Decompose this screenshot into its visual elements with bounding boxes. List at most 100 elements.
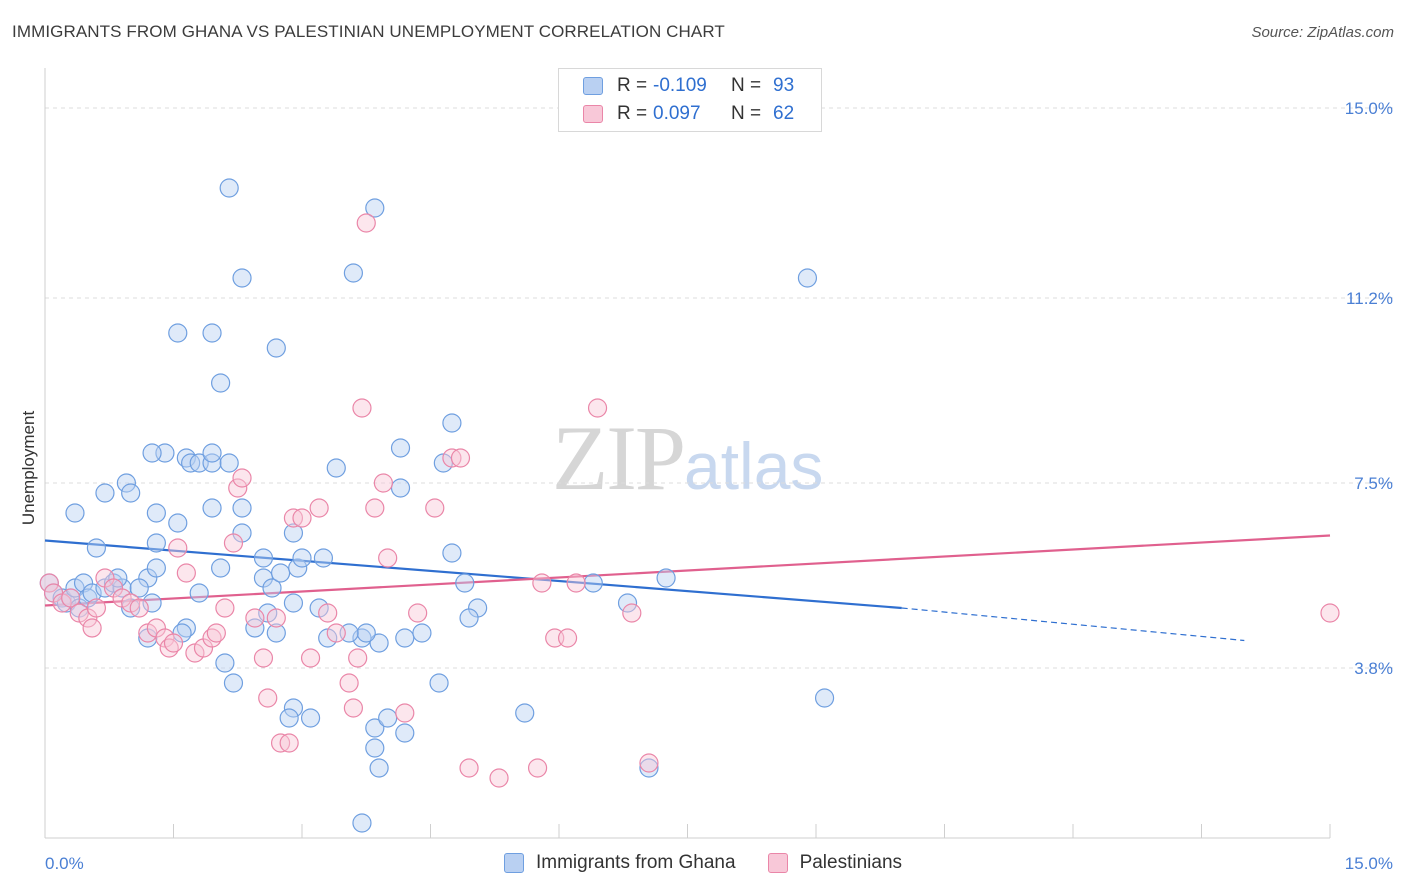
legend-label-palestinians: Palestinians [799, 852, 903, 873]
watermark-atlas: atlas [684, 429, 824, 503]
legend-item-ghana[interactable]: Immigrants from Ghana [503, 852, 736, 874]
point-ghana [232, 268, 252, 288]
point-palestinians [82, 618, 102, 638]
correlation-legend: R = -0.109 N = 93 R = 0.097 N = 62 [558, 68, 822, 132]
legend-swatch-blue [583, 77, 603, 95]
point-ghana [211, 558, 231, 578]
point-ghana [390, 438, 411, 458]
point-palestinians [39, 573, 59, 593]
point-palestinians [258, 688, 278, 708]
point-ghana [283, 523, 304, 543]
point-ghana [270, 563, 291, 583]
point-ghana [352, 813, 372, 833]
point-palestinians [292, 508, 312, 528]
point-palestinians [168, 538, 188, 558]
point-ghana [283, 593, 304, 613]
legend-r-label: R = [617, 103, 648, 124]
point-ghana [253, 548, 274, 568]
point-ghana [245, 618, 265, 638]
legend-label-ghana: Immigrants from Ghana [535, 852, 736, 873]
point-ghana [313, 548, 334, 568]
point-ghana [168, 323, 188, 343]
point-ghana [232, 498, 252, 518]
point-palestinians [566, 573, 586, 593]
tick-labels: 3.8% 7.5% 11.2% 15.0% 0.0% 15.0% Unemployment [19, 99, 1393, 873]
point-ghana [656, 568, 676, 588]
y-tick-label: 7.5% [1354, 474, 1393, 493]
point-ghana [202, 443, 222, 463]
point-palestinians [318, 603, 338, 623]
point-ghana [300, 708, 321, 728]
point-palestinians [86, 598, 107, 618]
point-palestinians [300, 648, 321, 668]
point-ghana [266, 623, 286, 643]
point-ghana [365, 718, 385, 738]
trend-line-ghana [44, 539, 902, 610]
point-ghana [390, 478, 411, 498]
point-palestinians [395, 703, 415, 723]
point-palestinians [378, 548, 398, 568]
legend-item-palestinians[interactable]: Palestinians [767, 852, 903, 874]
point-palestinians [339, 673, 359, 693]
point-palestinians [1320, 603, 1340, 623]
point-palestinians [622, 603, 642, 623]
trend-line-ghana-extension [901, 607, 1245, 642]
point-palestinians [223, 533, 244, 553]
trend-lines [44, 534, 1331, 642]
data-points [39, 98, 1340, 833]
point-palestinians [365, 498, 385, 518]
point-ghana [82, 583, 102, 603]
point-ghana [583, 573, 603, 593]
y-tick-label: 15.0% [1345, 99, 1393, 118]
point-palestinians [163, 633, 184, 653]
point-palestinians [176, 563, 196, 583]
point-palestinians [489, 768, 509, 788]
point-ghana [146, 503, 166, 523]
x-tick-label: 15.0% [1345, 854, 1393, 873]
point-ghana [369, 758, 389, 778]
point-ghana [142, 593, 162, 613]
point-ghana [215, 653, 235, 673]
point-palestinians [450, 448, 471, 468]
point-palestinians [309, 498, 329, 518]
legend-row-palestinians: R = 0.097 N = 62 [559, 101, 794, 127]
point-palestinians [408, 603, 428, 623]
legend-swatch-pink [767, 853, 788, 873]
point-ghana [129, 578, 149, 598]
point-palestinians [61, 588, 81, 608]
y-tick-label: 3.8% [1354, 659, 1393, 678]
point-ghana [455, 573, 475, 593]
point-palestinians [266, 608, 286, 628]
point-palestinians [557, 628, 578, 648]
point-ghana [266, 338, 286, 358]
point-palestinians [352, 398, 372, 418]
point-ghana [365, 198, 385, 218]
point-palestinians [326, 623, 346, 643]
point-palestinians [228, 478, 248, 498]
y-tick-label: 11.2% [1346, 289, 1393, 308]
point-palestinians [356, 213, 376, 233]
point-palestinians [459, 758, 479, 778]
gridlines [45, 107, 1395, 669]
y-axis-label: Unemployment [19, 411, 38, 526]
point-ghana [356, 623, 376, 643]
point-palestinians [373, 473, 393, 493]
point-palestinians [129, 598, 149, 618]
legend-swatch-blue [503, 853, 524, 873]
point-ghana [395, 628, 415, 648]
x-tick-label: 0.0% [45, 854, 84, 873]
point-ghana [343, 263, 363, 283]
point-ghana [211, 373, 231, 393]
point-ghana [279, 708, 299, 728]
point-palestinians [587, 398, 608, 418]
point-ghana [142, 443, 162, 463]
point-ghana [202, 323, 222, 343]
point-ghana [459, 608, 479, 628]
point-ghana [429, 673, 449, 693]
legend-r-value: 0.097 [653, 103, 701, 124]
legend-r-value: -0.109 [653, 75, 707, 96]
point-palestinians [245, 608, 265, 628]
point-palestinians [639, 753, 659, 773]
legend-n-value: 62 [773, 103, 795, 124]
